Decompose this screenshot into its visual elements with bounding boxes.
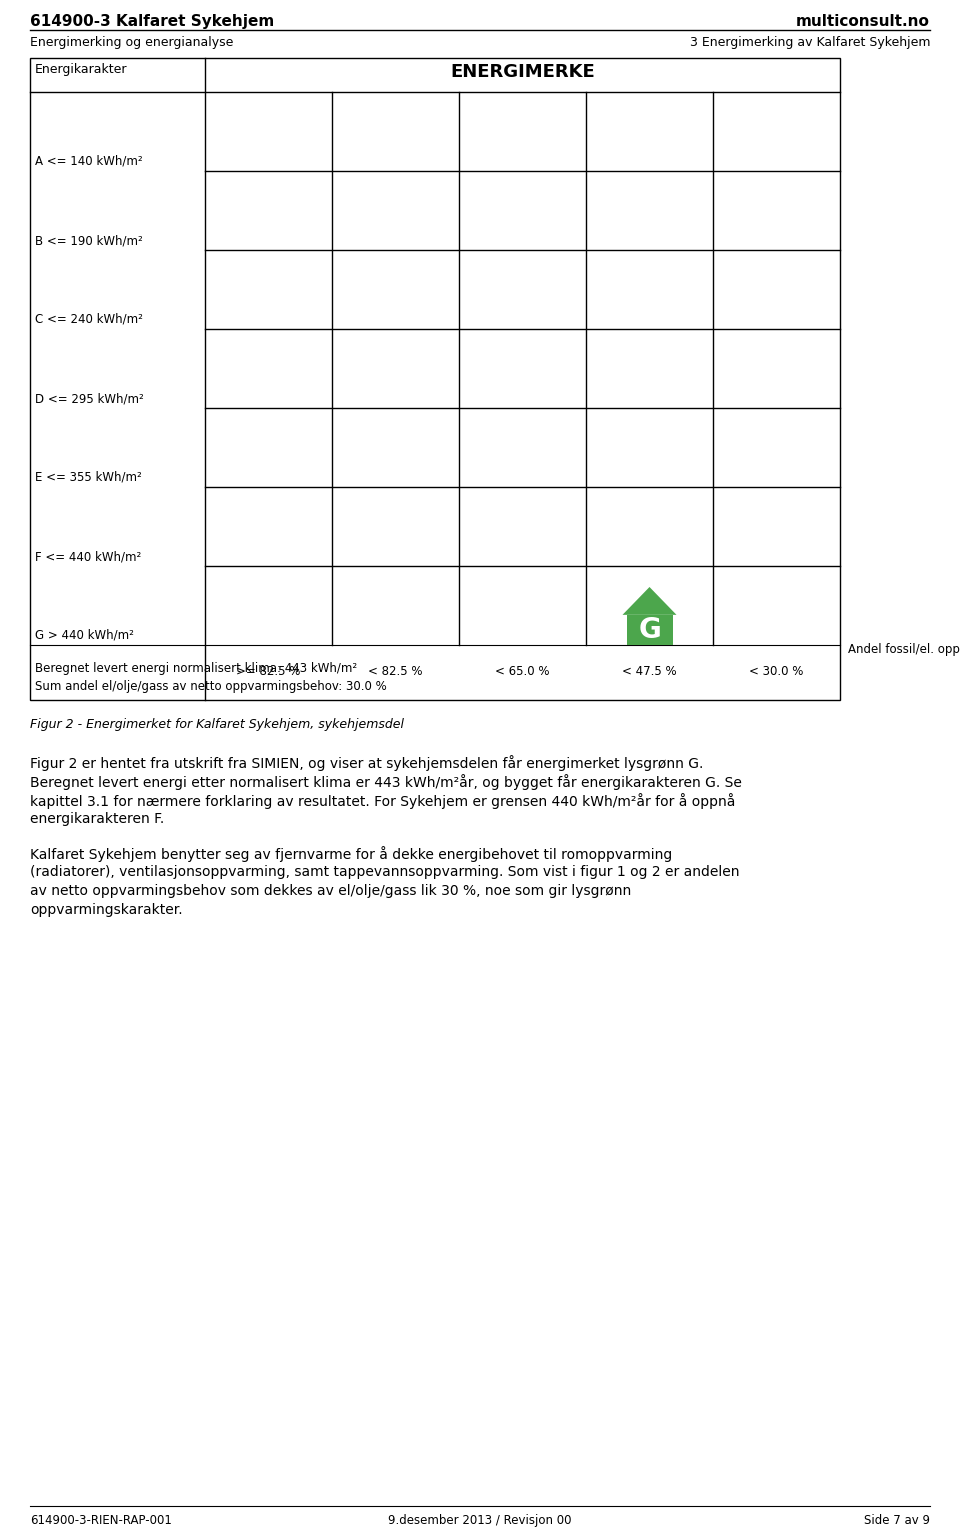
Text: Energikarakter: Energikarakter	[35, 63, 128, 77]
Text: Figur 2 - Energimerket for Kalfaret Sykehjem, sykehjemsdel: Figur 2 - Energimerket for Kalfaret Syke…	[30, 718, 404, 732]
Text: multiconsult.no: multiconsult.no	[796, 14, 930, 29]
Text: Energimerking og energianalyse: Energimerking og energianalyse	[30, 35, 233, 49]
Text: av netto oppvarmingsbehov som dekkes av el/olje/gass lik 30 %, noe som gir lysgr: av netto oppvarmingsbehov som dekkes av …	[30, 884, 632, 899]
Bar	[30, 58, 840, 700]
Text: Side 7 av 9: Side 7 av 9	[864, 1514, 930, 1526]
Text: F <= 440 kWh/m²: F <= 440 kWh/m²	[35, 551, 141, 563]
Text: < 65.0 %: < 65.0 %	[495, 666, 550, 678]
Text: 614900-3 Kalfaret Sykehjem: 614900-3 Kalfaret Sykehjem	[30, 14, 275, 29]
Text: Beregnet levert energi etter normalisert klima er 443 kWh/m²år, og bygget får en: Beregnet levert energi etter normalisert…	[30, 775, 742, 790]
Text: Beregnet levert energi normalisert klima: 443 kWh/m²: Beregnet levert energi normalisert klima…	[35, 663, 357, 675]
Text: >= 82.5 %: >= 82.5 %	[236, 666, 300, 678]
Text: E <= 355 kWh/m²: E <= 355 kWh/m²	[35, 471, 142, 485]
Text: Andel fossil/el. oppvarming: Andel fossil/el. oppvarming	[848, 643, 960, 657]
Text: B <= 190 kWh/m²: B <= 190 kWh/m²	[35, 235, 143, 247]
Text: Figur 2 er hentet fra utskrift fra SIMIEN, og viser at sykehjemsdelen får energi: Figur 2 er hentet fra utskrift fra SIMIE…	[30, 755, 704, 772]
Text: 9.desember 2013 / Revisjon 00: 9.desember 2013 / Revisjon 00	[388, 1514, 572, 1526]
Text: A <= 140 kWh/m²: A <= 140 kWh/m²	[35, 155, 143, 169]
Text: D <= 295 kWh/m²: D <= 295 kWh/m²	[35, 393, 144, 405]
Text: < 30.0 %: < 30.0 %	[750, 666, 804, 678]
Text: < 82.5 %: < 82.5 %	[369, 666, 422, 678]
Text: 614900-3-RIEN-RAP-001: 614900-3-RIEN-RAP-001	[30, 1514, 172, 1526]
Text: (radiatorer), ventilasjonsoppvarming, samt tappevannsoppvarming. Som vist i figu: (radiatorer), ventilasjonsoppvarming, sa…	[30, 865, 739, 879]
Bar	[627, 615, 673, 644]
Text: Sum andel el/olje/gass av netto oppvarmingsbehov: 30.0 %: Sum andel el/olje/gass av netto oppvarmi…	[35, 680, 387, 693]
Text: energikarakteren F.: energikarakteren F.	[30, 811, 164, 825]
Text: Kalfaret Sykehjem benytter seg av fjernvarme for å dekke energibehovet til romop: Kalfaret Sykehjem benytter seg av fjernv…	[30, 847, 672, 862]
Text: G: G	[638, 617, 660, 644]
Text: 3 Energimerking av Kalfaret Sykehjem: 3 Energimerking av Kalfaret Sykehjem	[689, 35, 930, 49]
Text: C <= 240 kWh/m²: C <= 240 kWh/m²	[35, 313, 143, 327]
Text: G > 440 kWh/m²: G > 440 kWh/m²	[35, 629, 133, 643]
Text: < 47.5 %: < 47.5 %	[622, 666, 677, 678]
Polygon shape	[622, 588, 677, 615]
Text: ENERGIMERKE: ENERGIMERKE	[450, 63, 595, 81]
Text: oppvarmingskarakter.: oppvarmingskarakter.	[30, 904, 182, 917]
Text: kapittel 3.1 for nærmere forklaring av resultatet. For Sykehjem er grensen 440 k: kapittel 3.1 for nærmere forklaring av r…	[30, 793, 735, 808]
